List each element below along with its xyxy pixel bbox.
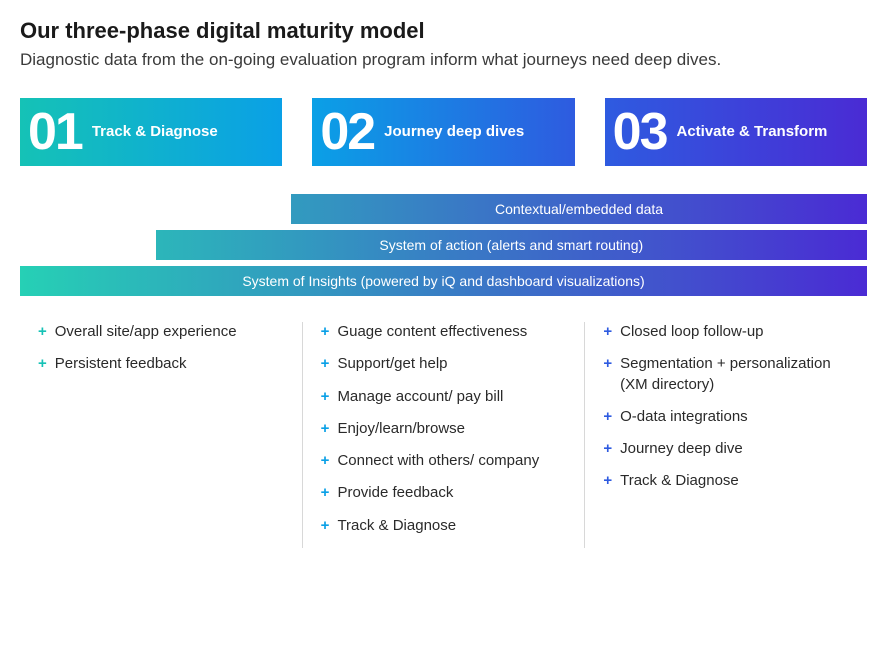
plus-icon: + — [603, 471, 612, 491]
feature-column-1: + Overall site/app experience + Persistent … — [20, 322, 302, 548]
plus-icon: + — [603, 407, 612, 427]
plus-icon: + — [321, 419, 330, 439]
list-item-label: Track & Diagnose — [620, 471, 739, 491]
list-item-label: Support/get help — [337, 354, 447, 374]
list-item-label: Connect with others/ company — [337, 451, 539, 471]
list-item: + Connect with others/ company — [321, 451, 567, 471]
list-item: + Persistent feedback — [38, 354, 284, 374]
page-title: Our three-phase digital maturity model — [20, 18, 867, 44]
list-item: + O-data integrations — [603, 407, 849, 427]
list-item-label: Enjoy/learn/browse — [337, 419, 465, 439]
list-item-label: Manage account/ pay bill — [337, 387, 503, 407]
list-item: + Support/get help — [321, 354, 567, 374]
layer-bar-label: Contextual/embedded data — [495, 201, 663, 217]
plus-icon: + — [603, 354, 612, 374]
layer-bar-3: System of Insights (powered by iQ and da… — [20, 266, 867, 296]
plus-icon: + — [321, 354, 330, 374]
plus-icon: + — [603, 439, 612, 459]
plus-icon: + — [321, 516, 330, 536]
plus-icon: + — [321, 322, 330, 342]
list-item: + Closed loop follow-up — [603, 322, 849, 342]
page-subtitle: Diagnostic data from the on-going evalua… — [20, 50, 867, 70]
list-item: + Journey deep dive — [603, 439, 849, 459]
phase-card-3: 03 Activate & Transform — [605, 98, 867, 166]
phase-label: Journey deep dives — [384, 123, 524, 142]
list-item-label: Journey deep dive — [620, 439, 743, 459]
feature-columns: + Overall site/app experience + Persistent … — [20, 322, 867, 548]
list-item: + Provide feedback — [321, 483, 567, 503]
list-item: + Track & Diagnose — [321, 516, 567, 536]
layer-bar-2: System of action (alerts and smart routi… — [156, 230, 867, 260]
phase-number: 02 — [320, 106, 374, 158]
layer-bar-label: System of action (alerts and smart routi… — [379, 237, 643, 253]
list-item: + Track & Diagnose — [603, 471, 849, 491]
layer-bar-1: Contextual/embedded data — [291, 194, 867, 224]
plus-icon: + — [321, 387, 330, 407]
phase-label: Track & Diagnose — [92, 123, 218, 142]
list-item-label: Guage content effectiveness — [337, 322, 527, 342]
phase-card-2: 02 Journey deep dives — [312, 98, 574, 166]
plus-icon: + — [38, 354, 47, 374]
list-item: + Enjoy/learn/browse — [321, 419, 567, 439]
phase-label: Activate & Transform — [677, 123, 828, 142]
phase-card-1: 01 Track & Diagnose — [20, 98, 282, 166]
list-item: + Overall site/app experience — [38, 322, 284, 342]
list-item-label: Closed loop follow-up — [620, 322, 763, 342]
list-item: + Manage account/ pay bill — [321, 387, 567, 407]
list-item-label: Track & Diagnose — [337, 516, 456, 536]
layer-bar-label: System of Insights (powered by iQ and da… — [242, 273, 644, 289]
list-item-label: O-data integrations — [620, 407, 748, 427]
feature-column-2: + Guage content effectiveness + Support/get… — [302, 322, 585, 548]
phase-number: 01 — [28, 106, 82, 158]
list-item-label: Provide feedback — [337, 483, 453, 503]
list-item: + Segmentation + personalization (XM dire… — [603, 354, 849, 395]
plus-icon: + — [603, 322, 612, 342]
plus-icon: + — [38, 322, 47, 342]
list-item-label: Overall site/app experience — [55, 322, 237, 342]
list-item-label: Persistent feedback — [55, 354, 187, 374]
plus-icon: + — [321, 483, 330, 503]
layer-bars: Contextual/embedded data System of action… — [20, 194, 867, 296]
phase-number: 03 — [613, 106, 667, 158]
list-item-label: Segmentation + personalization (XM direc… — [620, 354, 849, 395]
feature-column-3: + Closed loop follow-up + Segmentation + pe… — [584, 322, 867, 548]
phase-row: 01 Track & Diagnose 02 Journey deep dives 03… — [20, 98, 867, 166]
plus-icon: + — [321, 451, 330, 471]
list-item: + Guage content effectiveness — [321, 322, 567, 342]
